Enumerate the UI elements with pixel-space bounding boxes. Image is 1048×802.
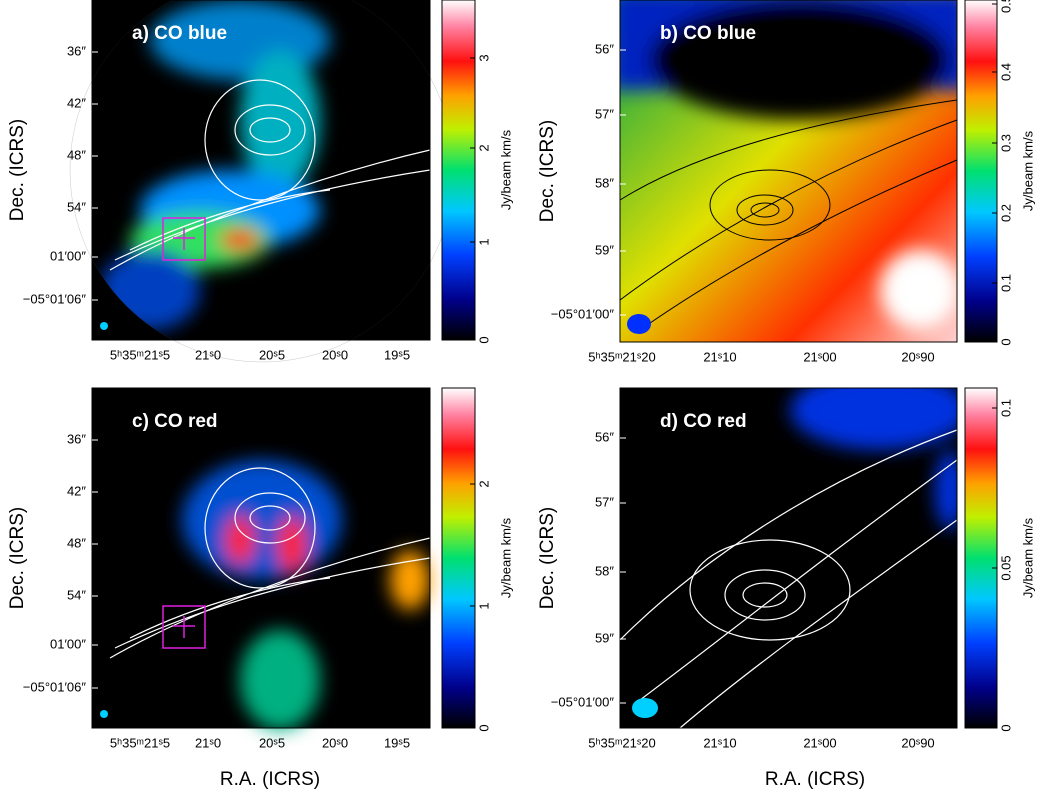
contours [619, 99, 958, 331]
dec-tick-label: −05°01′00″ [551, 306, 615, 321]
dec-tick-label: 36″ [67, 43, 86, 58]
image-b [620, 0, 957, 342]
colorbar-label: Jy/beam km/s [498, 517, 513, 598]
dec-tick-label: −05°01′00″ [551, 694, 615, 709]
colorbar-tick-label: 0 [998, 724, 1013, 731]
ra-tick-label: 20ˢ0 [322, 347, 348, 362]
colorbar-tick-label: 2 [476, 144, 491, 151]
colorbar-tick-label: 0.4 [998, 63, 1013, 81]
ra-tick-label: 19ˢ5 [384, 735, 410, 750]
dec-tick-label: 54″ [67, 199, 86, 214]
colorbar-tick-label: 0 [476, 724, 491, 731]
dec-tick-label: 54″ [67, 587, 86, 602]
colorbar-tick-label: 0.3 [998, 134, 1013, 152]
dec-tick-label: 57″ [595, 494, 614, 509]
colorbar-label: Jy/beam km/s [1020, 130, 1035, 211]
panel-title: c) CO red [132, 411, 218, 432]
panel-title: a) CO blue [132, 23, 227, 44]
ra-axis-label: R.A. (ICRS) [765, 769, 865, 790]
colorbar-tick-label: 0.1 [998, 399, 1013, 417]
ra-tick-label: 21ˢ0 [195, 347, 221, 362]
contours [109, 79, 958, 729]
frame [91, 0, 431, 341]
ra-tick-label: 20ˢ90 [901, 735, 934, 750]
ra-tick-label: 5ʰ35ᵐ21ˢ20 [588, 735, 655, 750]
dec-tick-label: 36″ [67, 431, 86, 446]
ra-tick-label: 20ˢ5 [259, 347, 285, 362]
ra-tick-label: 5ʰ35ᵐ21ˢ5 [110, 735, 170, 750]
dec-tick-label: 56″ [595, 41, 614, 56]
panel-title: d) CO red [660, 411, 747, 432]
colorbar-tick-label: 0.5 [998, 0, 1013, 13]
colorbar-tick-label: 0.1 [998, 274, 1013, 292]
colorbar-label: Jy/beam km/s [1020, 517, 1035, 598]
dec-tick-label: 56″ [595, 429, 614, 444]
colorbar-tick-label: 1 [476, 238, 491, 245]
dec-tick-label: 01′00″ [50, 248, 86, 263]
ra-tick-label: 21ˢ0 [195, 735, 221, 750]
panel-title: b) CO blue [660, 23, 756, 44]
colorbar [441, 0, 476, 341]
dec-tick-label: 42″ [67, 483, 86, 498]
dec-tick-label: 01′00″ [50, 636, 86, 651]
markers [162, 217, 206, 649]
colorbar-tick-label: 0.2 [998, 204, 1013, 222]
ra-tick-label: 20ˢ0 [322, 735, 348, 750]
frame [619, 0, 958, 343]
colorbar-tick-label: 0 [998, 338, 1013, 345]
dec-tick-label: 42″ [67, 95, 86, 110]
colorbar-tick-label: 3 [476, 54, 491, 61]
colorbar [441, 387, 476, 729]
ra-axis-label: R.A. (ICRS) [220, 769, 320, 790]
dec-tick-label: −05°01′06″ [23, 679, 87, 694]
ra-tick-label: 20ˢ90 [901, 349, 934, 364]
ra-tick-label: 21ˢ00 [803, 735, 836, 750]
dec-tick-label: 48″ [67, 147, 86, 162]
colorbar-tick-label: 2 [476, 480, 491, 487]
dec-tick-label: 57″ [595, 106, 614, 121]
dec-tick-label: 48″ [67, 535, 86, 550]
ra-tick-label: 21ˢ10 [703, 349, 736, 364]
colorbar [964, 387, 998, 729]
colorbar-tick-label: 1 [476, 602, 491, 609]
frame [91, 387, 431, 729]
colorbar-label: Jy/beam km/s [498, 129, 513, 210]
dec-tick-label: 58″ [595, 563, 614, 578]
ra-tick-label: 21ˢ10 [703, 735, 736, 750]
colorbar-tick-label: 0 [476, 336, 491, 343]
colorbar-tick-label: 0.05 [998, 555, 1013, 580]
dec-tick-label: 59″ [595, 630, 614, 645]
dec-axis-label: Dec. (ICRS) [7, 507, 28, 609]
dec-axis-label: Dec. (ICRS) [7, 119, 28, 221]
ra-tick-label: 5ʰ35ᵐ21ˢ5 [110, 347, 170, 362]
ra-tick-label: 21ˢ00 [803, 349, 836, 364]
colorbar [964, 0, 998, 343]
dec-tick-label: 58″ [595, 175, 614, 190]
dec-tick-label: 59″ [595, 242, 614, 257]
dec-axis-label: Dec. (ICRS) [537, 120, 558, 222]
dec-axis-label: Dec. (ICRS) [537, 507, 558, 609]
dec-tick-label: −05°01′06″ [23, 291, 87, 306]
ra-tick-label: 19ˢ5 [384, 347, 410, 362]
beams [100, 314, 658, 718]
ra-tick-label: 20ˢ5 [259, 735, 285, 750]
image-d [620, 388, 957, 728]
frame [619, 387, 958, 729]
ra-tick-label: 5ʰ35ᵐ21ˢ20 [588, 349, 655, 364]
